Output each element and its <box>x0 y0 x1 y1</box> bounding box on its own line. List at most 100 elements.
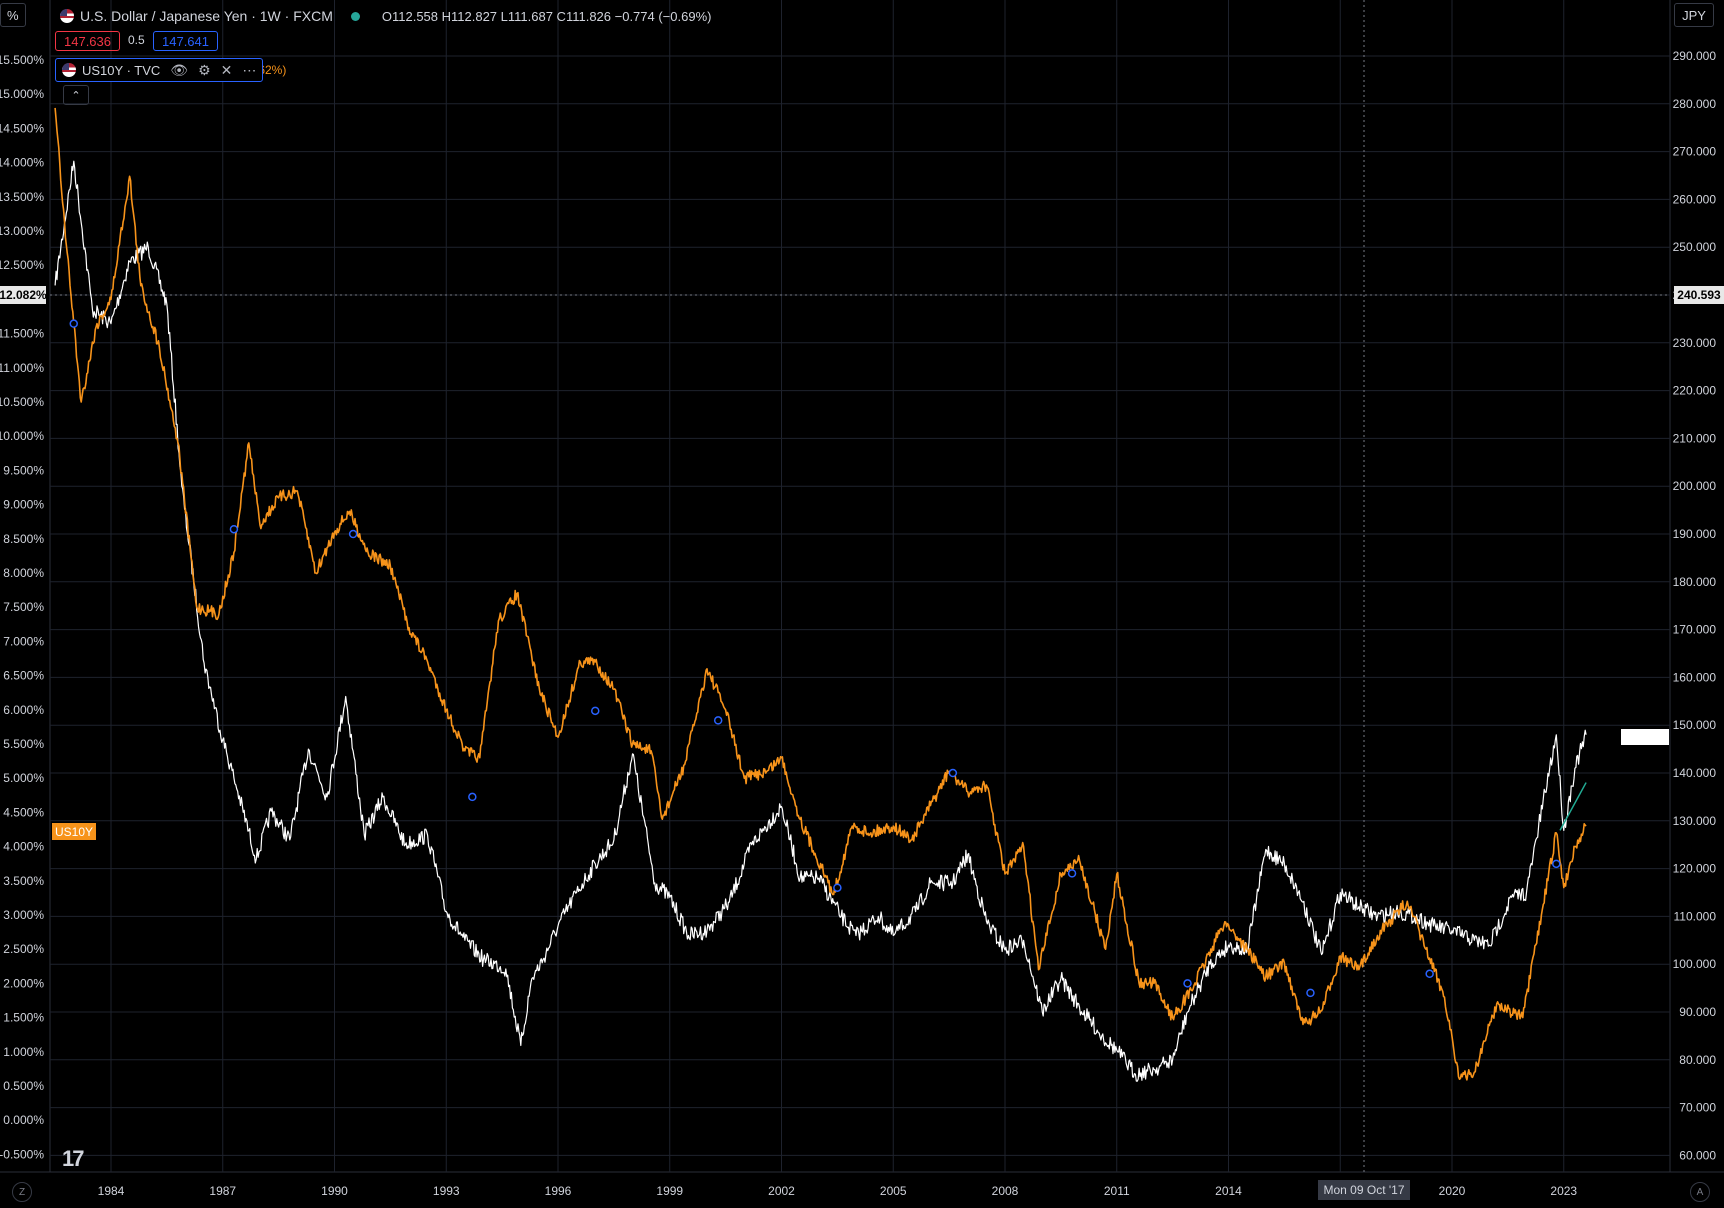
event-marker <box>348 529 358 539</box>
right-tick-label: 150.000 <box>1673 718 1717 732</box>
event-marker <box>1183 979 1192 988</box>
marker-layer <box>69 319 1561 998</box>
auto-scale-button[interactable]: A <box>1690 1182 1710 1202</box>
right-tick-label: 160.000 <box>1673 670 1717 684</box>
left-tick-label: 0.000% <box>3 1113 44 1127</box>
left-tick-label: 9.500% <box>3 463 44 477</box>
right-tick-label: 270.000 <box>1673 145 1717 159</box>
currency-label: JPY <box>1682 7 1706 23</box>
right-tick-label: 290.000 <box>1673 49 1717 63</box>
trend-segment <box>1559 782 1587 831</box>
buy-button[interactable]: 147.641 <box>153 31 218 51</box>
crosshair-date-tag: Mon 09 Oct '17 <box>1318 1180 1410 1200</box>
time-tick-label: 1984 <box>98 1184 125 1198</box>
spread-value: 0.5 <box>128 33 145 47</box>
time-tick-label: 2014 <box>1215 1184 1242 1198</box>
right-tick-label: 130.000 <box>1673 814 1717 828</box>
currency-button[interactable]: JPY <box>1674 3 1714 27</box>
left-tick-label: 7.000% <box>3 634 44 648</box>
right-crosshair-label: 240.593 <box>1677 288 1721 302</box>
right-crosshair-price: 240.593 <box>1674 286 1724 304</box>
left-crosshair-label: 12.082% <box>0 288 47 302</box>
time-tick-label: 1987 <box>209 1184 236 1198</box>
more-icon[interactable]: ⋯ <box>242 61 257 78</box>
ohlc-values: O112.558 H112.827 L111.687 C111.826 −0.7… <box>381 8 712 24</box>
buy-price: 147.641 <box>162 33 209 49</box>
left-tick-label: 10.500% <box>0 395 44 409</box>
left-tick-label: 12.500% <box>0 258 44 272</box>
right-tick-label: 60.000 <box>1679 1148 1716 1162</box>
left-tick-label: 2.000% <box>3 976 44 990</box>
time-tick-label: 1999 <box>656 1184 683 1198</box>
left-price-axis[interactable]: 15.500% 15.000% 14.500% 14.000% 13.500% 13.00… <box>0 53 44 1161</box>
right-tick-label: 180.000 <box>1673 575 1717 589</box>
auto-label: A <box>1696 1186 1704 1198</box>
zoom-button[interactable]: Z <box>12 1182 32 1202</box>
left-tick-label: 13.000% <box>0 224 44 238</box>
event-marker <box>1425 969 1434 979</box>
left-tick-label: 5.000% <box>3 771 44 785</box>
left-tick-label: 14.500% <box>0 121 44 135</box>
left-tick-label: 0.500% <box>3 1079 44 1093</box>
left-tick-label: 2.500% <box>3 942 44 956</box>
us10y-name[interactable]: US10Y · TVC <box>82 62 161 78</box>
event-marker <box>1552 859 1561 869</box>
us10y-tag-label: US10Y <box>55 824 94 839</box>
time-tick-label: 2008 <box>992 1184 1019 1198</box>
sell-button[interactable]: 147.636 <box>55 31 120 51</box>
settings-icon[interactable]: ⚙ <box>198 61 211 78</box>
right-tick-label: 90.000 <box>1679 1005 1716 1019</box>
last-price-box <box>1621 729 1669 745</box>
left-tick-label: 3.000% <box>3 908 44 922</box>
symbol-title[interactable]: U.S. Dollar / Japanese Yen · 1W · FXCM <box>80 8 333 24</box>
series-line-usdjpy <box>54 160 1587 1082</box>
left-tick-label: 15.500% <box>0 53 44 67</box>
left-tick-label: 8.500% <box>3 532 44 546</box>
left-tick-label: 14.000% <box>0 156 44 170</box>
left-tick-label: 11.500% <box>0 327 44 341</box>
crosshair <box>50 0 1670 1172</box>
us10y-legend[interactable]: US10Y · TVC 👁 ⚙ ✕ ⋯ <box>55 58 264 82</box>
right-tick-label: 190.000 <box>1673 527 1717 541</box>
time-tick-label: 2002 <box>768 1184 795 1198</box>
left-tick-label: 11.000% <box>0 361 44 375</box>
left-tick-label: 6.000% <box>3 703 44 717</box>
percent-mode-button[interactable]: % <box>0 3 26 27</box>
crosshair-date-label: Mon 09 Oct '17 <box>1323 1183 1405 1197</box>
grid-lines <box>0 0 1724 1173</box>
left-tick-label: 10.000% <box>0 429 44 443</box>
right-tick-label: 250.000 <box>1673 240 1717 254</box>
event-marker <box>713 716 723 725</box>
right-tick-label: 80.000 <box>1679 1053 1716 1067</box>
left-crosshair-price: 12.082% <box>0 286 47 304</box>
right-tick-label: 210.000 <box>1673 431 1717 445</box>
left-tick-label: 5.500% <box>3 737 44 751</box>
left-tick-label: 3.500% <box>3 874 44 888</box>
event-marker <box>948 768 958 778</box>
series-line-us10y <box>54 107 1587 1081</box>
right-tick-label: 120.000 <box>1673 862 1717 876</box>
time-tick-label: 1996 <box>545 1184 572 1198</box>
left-tick-label: 9.000% <box>3 498 44 512</box>
event-marker <box>1067 869 1077 878</box>
percent-label: % <box>7 7 19 23</box>
left-tick-label: 6.500% <box>3 669 44 683</box>
left-tick-label: 7.500% <box>3 600 44 614</box>
time-axis[interactable]: 1984 1987 1990 1993 1996 1999 2002 2005 2008 2011… <box>98 1184 1578 1198</box>
series-layer <box>54 107 1587 1082</box>
collapse-legend-button[interactable]: ⌃ <box>63 85 89 105</box>
tradingview-logo[interactable]: 17 <box>62 1146 85 1172</box>
zoom-label: Z <box>18 1186 26 1198</box>
right-tick-label: 100.000 <box>1673 957 1717 971</box>
event-marker <box>1306 988 1315 998</box>
time-tick-label: 1990 <box>321 1184 348 1198</box>
time-tick-label: 2020 <box>1439 1184 1466 1198</box>
main-legend[interactable]: U.S. Dollar / Japanese Yen · 1W · FXCM O… <box>60 6 711 26</box>
right-price-axis[interactable]: 290.000280.000270.000260.000250.000240.0… <box>1673 49 1717 1162</box>
time-tick-label: 1993 <box>433 1184 460 1198</box>
eye-icon[interactable]: 👁 <box>170 61 189 78</box>
left-tick-label: -0.500% <box>0 1147 44 1161</box>
close-icon[interactable]: ✕ <box>220 61 233 78</box>
tradingview-logo-text: 17 <box>62 1146 85 1171</box>
